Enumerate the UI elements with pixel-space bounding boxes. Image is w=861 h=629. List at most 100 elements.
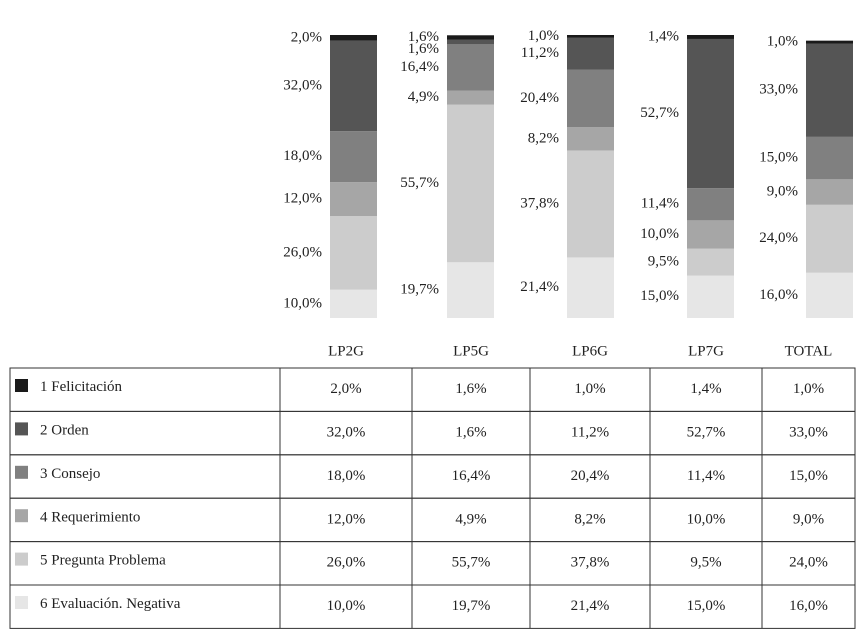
data-label: 8,2%	[528, 130, 559, 146]
bar-segment	[567, 35, 614, 38]
table-cell: 24,0%	[789, 555, 828, 571]
data-label: 37,8%	[520, 195, 559, 211]
table-row	[9, 367, 856, 412]
data-label: 1,6%	[408, 29, 439, 45]
data-label: 15,0%	[759, 150, 798, 166]
table-row	[9, 454, 856, 499]
table-cell: 2,0%	[330, 381, 361, 397]
table-cell: 15,0%	[687, 598, 726, 614]
bar-segment	[806, 179, 853, 205]
table-cell: 26,0%	[327, 555, 366, 571]
data-label: 12,0%	[283, 191, 322, 207]
table-cell: 12,0%	[327, 511, 366, 527]
table-cell: 15,0%	[789, 468, 828, 484]
bar-segment	[447, 44, 494, 91]
bar-segment	[806, 40, 853, 44]
bar-segment	[330, 40, 377, 132]
bar-segment	[567, 127, 614, 151]
table-cell: 10,0%	[327, 598, 366, 614]
data-label: 4,9%	[408, 89, 439, 105]
table-cell: 16,4%	[452, 468, 491, 484]
data-label: 1,4%	[648, 28, 679, 44]
data-label: 9,0%	[767, 184, 798, 200]
table-cell: 9,0%	[793, 511, 824, 527]
legend-swatch	[15, 509, 28, 523]
bar-segment	[447, 104, 494, 263]
table-header: TOTAL	[785, 343, 833, 359]
data-label: 52,7%	[640, 105, 679, 121]
data-label: 15,0%	[640, 288, 679, 304]
data-label: 19,7%	[400, 282, 439, 298]
bar-segment	[687, 248, 734, 276]
data-label: 9,5%	[648, 254, 679, 270]
table-cell: 1,0%	[574, 381, 605, 397]
bar-segment	[687, 220, 734, 249]
bar-segment	[330, 216, 377, 290]
table-cell: 11,4%	[687, 468, 725, 484]
table-row	[9, 584, 856, 629]
table-cell: 4,9%	[455, 511, 486, 527]
table-cell: 9,5%	[690, 555, 721, 571]
table-cell: 55,7%	[452, 555, 491, 571]
data-label: 18,0%	[283, 148, 322, 164]
table-cell: 33,0%	[789, 425, 828, 441]
legend-swatch	[15, 552, 28, 566]
legend-swatch	[15, 422, 28, 436]
table-cell: 1,6%	[455, 425, 486, 441]
legend-label: 1 Felicitación	[40, 379, 123, 395]
bar-segment	[567, 69, 614, 128]
data-label: 16,0%	[759, 287, 798, 303]
data-label: 11,2%	[521, 45, 559, 61]
data-label: 1,0%	[528, 28, 559, 44]
bar-segment	[447, 35, 494, 40]
table-cell: 21,4%	[571, 598, 610, 614]
legend-label: 2 Orden	[40, 423, 89, 439]
table-header: LP5G	[453, 343, 489, 359]
table-cell: 52,7%	[687, 425, 726, 441]
bar-segment	[806, 272, 853, 318]
bar-segment	[687, 188, 734, 221]
legend-label: 4 Requerimiento	[40, 509, 140, 525]
legend-swatch	[15, 379, 28, 392]
data-label: 10,0%	[283, 295, 322, 311]
data-label: 21,4%	[520, 279, 559, 295]
data-label: 26,0%	[283, 244, 322, 260]
bar-segment	[687, 35, 734, 39]
table-cell: 10,0%	[687, 511, 726, 527]
bar-segment	[447, 262, 494, 318]
table-header: LP7G	[688, 343, 724, 359]
bar-segment	[687, 275, 734, 318]
bar-segment	[567, 150, 614, 258]
data-label: 20,4%	[520, 90, 559, 106]
table-cell: 20,4%	[571, 468, 610, 484]
table-row	[9, 410, 856, 456]
data-label: 16,4%	[400, 59, 439, 75]
bar-segment	[567, 37, 614, 70]
bar-segment	[806, 136, 853, 180]
table-header: LP6G	[572, 343, 608, 359]
bar-segment	[330, 289, 377, 318]
table-header: LP2G	[328, 343, 364, 359]
data-label: 10,0%	[640, 226, 679, 242]
data-label: 2,0%	[291, 29, 322, 45]
table-cell: 1,6%	[455, 381, 486, 397]
bar-segment	[330, 131, 377, 183]
data-label: 32,0%	[283, 77, 322, 93]
legend-label: 6 Evaluación. Negativa	[40, 596, 181, 612]
table-cell: 18,0%	[327, 468, 366, 484]
table-cell: 16,0%	[789, 598, 828, 614]
table-cell: 37,8%	[571, 555, 610, 571]
table-cell: 1,0%	[793, 381, 824, 397]
table-cell: 11,2%	[571, 425, 609, 441]
bar-segment	[806, 43, 853, 137]
legend-swatch	[15, 465, 28, 479]
data-label: 55,7%	[400, 175, 439, 191]
table-cell: 1,4%	[690, 381, 721, 397]
table-cell: 19,7%	[452, 598, 491, 614]
data-label: 33,0%	[759, 82, 798, 98]
legend-label: 3 Consejo	[40, 466, 100, 482]
bar-segment	[330, 182, 377, 217]
legend-swatch	[15, 596, 28, 609]
bar-segment	[447, 39, 494, 45]
